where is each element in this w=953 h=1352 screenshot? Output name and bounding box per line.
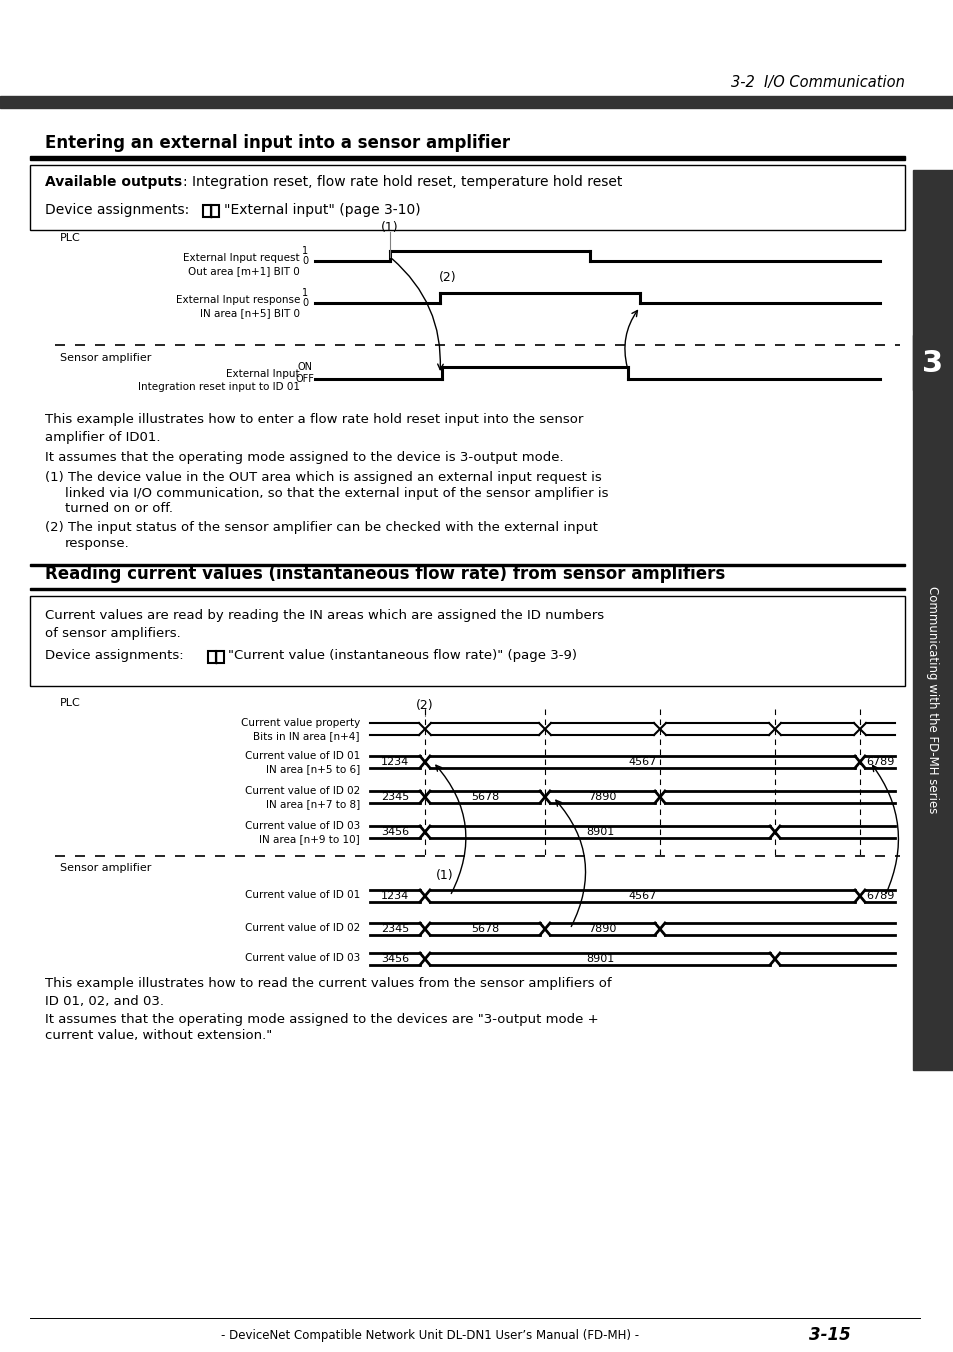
Text: This example illustrates how to read the current values from the sensor amplifie: This example illustrates how to read the… — [45, 976, 611, 990]
Text: 3-2  I/O Communication: 3-2 I/O Communication — [730, 74, 904, 89]
Text: Integration reset input to ID 01: Integration reset input to ID 01 — [138, 383, 299, 392]
Text: of sensor amplifiers.: of sensor amplifiers. — [45, 627, 180, 641]
Text: Current value of ID 03: Current value of ID 03 — [245, 953, 359, 963]
Text: current value, without extension.": current value, without extension." — [45, 1029, 272, 1042]
Text: It assumes that the operating mode assigned to the devices are "3-output mode +: It assumes that the operating mode assig… — [45, 1014, 598, 1026]
Text: 1234: 1234 — [380, 757, 409, 767]
Text: Entering an external input into a sensor amplifier: Entering an external input into a sensor… — [45, 134, 510, 151]
Bar — [0, 96, 953, 108]
Text: "Current value (instantaneous flow rate)" (page 3-9): "Current value (instantaneous flow rate)… — [228, 649, 577, 662]
Text: Available outputs: Available outputs — [45, 174, 182, 189]
Bar — [215, 652, 224, 662]
Text: (1): (1) — [381, 222, 398, 234]
Text: 6789: 6789 — [865, 891, 893, 900]
Text: Device assignments:: Device assignments: — [45, 649, 183, 662]
Text: Sensor amplifier: Sensor amplifier — [60, 863, 152, 873]
Text: Sensor amplifier: Sensor amplifier — [60, 353, 152, 362]
Text: 2345: 2345 — [380, 923, 409, 934]
Bar — [30, 165, 904, 230]
Text: (1): (1) — [436, 869, 454, 883]
Text: IN area [n+7 to 8]: IN area [n+7 to 8] — [266, 799, 359, 808]
Bar — [30, 588, 904, 589]
Text: 0: 0 — [301, 256, 308, 266]
Text: turned on or off.: turned on or off. — [65, 503, 172, 515]
FancyArrowPatch shape — [392, 258, 443, 369]
Text: This example illustrates how to enter a flow rate hold reset input into the sens: This example illustrates how to enter a … — [45, 414, 583, 426]
Text: 7890: 7890 — [588, 923, 616, 934]
Text: 3456: 3456 — [380, 827, 409, 837]
Text: ID 01, 02, and 03.: ID 01, 02, and 03. — [45, 995, 164, 1007]
Bar — [203, 206, 211, 218]
Text: (2): (2) — [416, 699, 434, 711]
Text: 8901: 8901 — [585, 955, 614, 964]
Bar — [30, 157, 904, 160]
Text: 1: 1 — [301, 288, 308, 297]
FancyArrowPatch shape — [624, 311, 637, 368]
Text: response.: response. — [65, 538, 130, 550]
Text: It assumes that the operating mode assigned to the device is 3-output mode.: It assumes that the operating mode assig… — [45, 450, 563, 464]
Text: PLC: PLC — [60, 698, 81, 708]
Text: External Input response: External Input response — [175, 295, 299, 306]
Bar — [912, 170, 953, 1069]
Text: 6789: 6789 — [865, 757, 893, 767]
Text: OFF: OFF — [295, 375, 314, 384]
Text: 2345: 2345 — [380, 792, 409, 802]
Text: Communicating with the FD-MH series: Communicating with the FD-MH series — [925, 587, 939, 814]
Bar — [30, 564, 904, 566]
Text: (1) The device value in the OUT area which is assigned an external input request: (1) The device value in the OUT area whi… — [45, 470, 601, 484]
FancyArrowPatch shape — [556, 800, 585, 926]
Text: 5678: 5678 — [471, 923, 498, 934]
Text: PLC: PLC — [60, 233, 81, 243]
Bar — [30, 596, 904, 685]
Text: Current value of ID 01: Current value of ID 01 — [245, 750, 359, 761]
Bar — [30, 155, 904, 158]
Text: (2): (2) — [438, 272, 456, 284]
Text: 1: 1 — [301, 246, 308, 256]
Bar — [208, 652, 215, 662]
Text: Reading current values (instantaneous flow rate) from sensor amplifiers: Reading current values (instantaneous fl… — [45, 565, 724, 583]
Text: 3456: 3456 — [380, 955, 409, 964]
Text: 8901: 8901 — [585, 827, 614, 837]
Bar — [912, 335, 953, 389]
Text: "External input" (page 3-10): "External input" (page 3-10) — [224, 203, 420, 218]
Text: Bits in IN area [n+4]: Bits in IN area [n+4] — [253, 731, 359, 741]
Text: External Input: External Input — [226, 369, 299, 379]
Text: 1234: 1234 — [380, 891, 409, 900]
Text: IN area [n+5 to 6]: IN area [n+5 to 6] — [266, 764, 359, 773]
Text: Device assignments:: Device assignments: — [45, 203, 189, 218]
Text: : Integration reset, flow rate hold reset, temperature hold reset: : Integration reset, flow rate hold rese… — [183, 174, 621, 189]
Text: Current value of ID 02: Current value of ID 02 — [245, 923, 359, 933]
Text: Current values are read by reading the IN areas which are assigned the ID number: Current values are read by reading the I… — [45, 610, 603, 622]
Text: External Input request: External Input request — [183, 253, 299, 264]
Text: ON: ON — [297, 362, 313, 372]
Text: IN area [n+9 to 10]: IN area [n+9 to 10] — [259, 834, 359, 844]
Text: 5678: 5678 — [471, 792, 498, 802]
Text: Current value of ID 01: Current value of ID 01 — [245, 890, 359, 900]
Text: 3-15: 3-15 — [808, 1326, 850, 1344]
Text: 0: 0 — [301, 297, 308, 308]
Text: Current value of ID 02: Current value of ID 02 — [245, 786, 359, 796]
Text: - DeviceNet Compatible Network Unit DL-DN1 User’s Manual (FD-MH) -: - DeviceNet Compatible Network Unit DL-D… — [221, 1329, 639, 1341]
Text: 4567: 4567 — [628, 891, 656, 900]
Text: Current value of ID 03: Current value of ID 03 — [245, 821, 359, 831]
Text: 4567: 4567 — [628, 757, 656, 767]
Text: Current value property: Current value property — [240, 718, 359, 727]
Text: Out area [m+1] BIT 0: Out area [m+1] BIT 0 — [188, 266, 299, 276]
Bar — [211, 206, 219, 218]
Text: amplifier of ID01.: amplifier of ID01. — [45, 431, 160, 445]
Text: (2) The input status of the sensor amplifier can be checked with the external in: (2) The input status of the sensor ampli… — [45, 522, 598, 534]
FancyArrowPatch shape — [872, 765, 898, 894]
FancyArrowPatch shape — [436, 765, 465, 894]
Text: linked via I/O communication, so that the external input of the sensor amplifier: linked via I/O communication, so that th… — [65, 487, 608, 499]
Text: IN area [n+5] BIT 0: IN area [n+5] BIT 0 — [200, 308, 299, 318]
Text: 3: 3 — [922, 349, 943, 377]
Text: 7890: 7890 — [588, 792, 616, 802]
